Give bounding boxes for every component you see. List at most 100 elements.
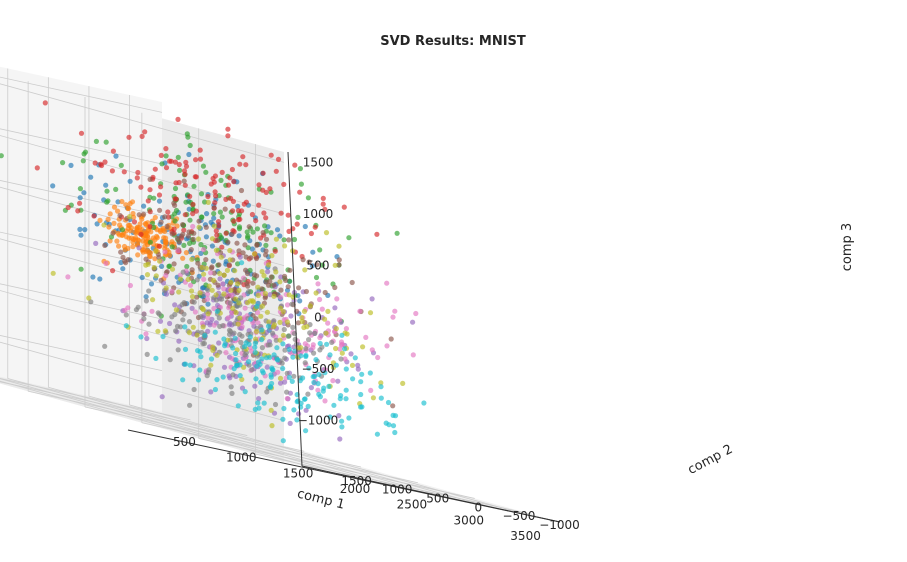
scatter-point (110, 268, 116, 274)
scatter-point (266, 262, 272, 268)
scatter-point (378, 395, 384, 401)
scatter-point (153, 273, 159, 279)
scatter-point (233, 296, 239, 302)
scatter-point (297, 298, 303, 304)
scatter-point (118, 162, 124, 168)
scatter-point (236, 233, 242, 239)
scatter-point (220, 374, 226, 380)
scatter-point (285, 284, 291, 290)
scatter-point (235, 203, 241, 209)
scatter-point (198, 354, 204, 360)
scatter-point (230, 305, 236, 311)
scatter-point (127, 214, 133, 220)
scatter-point (212, 200, 218, 206)
scatter-point (302, 360, 308, 366)
scatter-point (322, 206, 328, 212)
y-gridline (88, 395, 488, 507)
scatter-point (263, 189, 269, 195)
scatter-point (284, 319, 290, 325)
scatter-point (101, 222, 107, 228)
scatter-point (219, 244, 225, 250)
scatter-point (281, 405, 287, 412)
scatter-point (264, 309, 270, 315)
scatter-point (93, 138, 99, 144)
scatter-point (302, 267, 308, 273)
scatter-point (187, 193, 193, 199)
scatter-point (152, 256, 158, 262)
scatter-point (68, 162, 74, 168)
y-axis-line (301, 465, 561, 523)
scatter-point (123, 323, 129, 329)
scatter-point (136, 245, 142, 251)
scatter-point (359, 371, 365, 377)
scatter-point (126, 134, 132, 140)
y-gridline (0, 380, 325, 472)
scatter-point (158, 219, 164, 225)
scatter-point (343, 387, 349, 393)
scatter-point (201, 271, 207, 277)
scatter-point (348, 351, 354, 357)
scatter-point (346, 235, 352, 241)
scatter-point (315, 387, 321, 393)
scatter-point (248, 316, 254, 322)
scatter-point (166, 214, 172, 220)
scatter-point (222, 343, 228, 349)
scatter-point (224, 267, 230, 273)
scatter-point (118, 249, 124, 255)
scatter-point (130, 239, 136, 245)
scatter-point (169, 244, 175, 250)
scatter-point (211, 322, 217, 328)
scatter-point (163, 273, 169, 279)
scatter-point (338, 393, 344, 399)
scatter-point (198, 242, 204, 248)
scatter-point (237, 254, 243, 260)
scatter-point (103, 260, 109, 266)
scatter-point (291, 236, 298, 243)
scatter-point (147, 254, 153, 260)
scatter-point (266, 282, 272, 288)
scatter-point (60, 160, 66, 166)
scatter-point (113, 186, 119, 192)
scatter-point (308, 230, 314, 237)
scatter-point (218, 234, 224, 241)
scatter-point (102, 343, 108, 349)
scatter-point (261, 273, 267, 279)
scatter-point (77, 186, 83, 192)
scatter-point (78, 266, 84, 272)
scatter-point (258, 313, 264, 319)
scatter-point (316, 371, 322, 378)
scatter-point (280, 332, 286, 338)
scatter-point (221, 272, 227, 278)
scatter-point (115, 199, 121, 205)
scatter-point (271, 282, 277, 288)
scatter-point (205, 311, 211, 317)
scatter-point (200, 324, 206, 330)
scatter-point (185, 276, 191, 282)
scatter-point (273, 337, 279, 343)
scatter-point (249, 367, 255, 373)
scatter-point (180, 255, 186, 261)
scatter-point (159, 394, 165, 400)
scatter-point (303, 288, 309, 295)
scatter-point (81, 190, 87, 196)
scatter-point (205, 193, 211, 200)
scatter-point (143, 236, 149, 242)
scatter-point (160, 333, 166, 340)
scatter-point (155, 328, 161, 334)
scatter-point (214, 308, 220, 314)
scatter-point (250, 229, 256, 235)
scatter-point (145, 198, 151, 204)
scatter-point (205, 301, 211, 307)
scatter-point (189, 267, 195, 273)
scatter-point (176, 289, 182, 295)
scatter-point (294, 399, 300, 405)
scatter-point (280, 309, 286, 315)
scatter-point (369, 347, 375, 353)
scatter-point (162, 238, 168, 245)
scatter-point (303, 407, 309, 413)
scatter-point (269, 253, 275, 259)
scatter-point (156, 192, 163, 198)
scatter-point (288, 313, 294, 319)
scatter-point (187, 282, 194, 288)
scatter-point (237, 373, 243, 379)
